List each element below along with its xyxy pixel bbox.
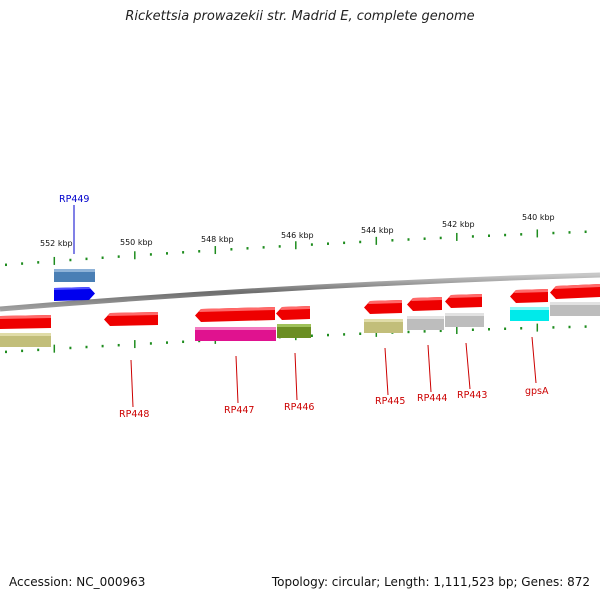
- lower-tick-ruler: [5, 323, 587, 354]
- tick-label-550: 550 kbp: [120, 238, 153, 247]
- tick-label-546: 546 kbp: [281, 231, 314, 240]
- tick-label-540: 540 kbp: [522, 213, 555, 222]
- cog-box-rp449: [54, 269, 95, 282]
- upper-tick-ruler: [5, 229, 587, 267]
- cog-box-rp446: [277, 324, 311, 338]
- tick-label-552: 552 kbp: [40, 239, 73, 248]
- genome-backbone: [0, 272, 600, 312]
- gene-label-rp445: RP445: [375, 396, 405, 407]
- map-title: Rickettsia prowazekii str. Madrid E, com…: [125, 9, 475, 24]
- tick-label-544: 544 kbp: [361, 226, 394, 235]
- cog-box-rp447: [195, 327, 276, 341]
- genome-summary-text: Topology: circular; Length: 1,111,523 bp…: [271, 575, 590, 589]
- gene-labels: RP449 RP448 RP447 RP446 RP445 RP444 RP44…: [59, 194, 549, 420]
- cog-box-left-edge: [0, 333, 51, 347]
- cog-box-right-edge: [550, 302, 600, 316]
- gene-label-rp446: RP446: [284, 402, 314, 413]
- tick-label-542: 542 kbp: [442, 220, 475, 229]
- gene-label-gpsa: gpsA: [525, 386, 549, 397]
- cog-box-rp443: [445, 313, 484, 327]
- cog-box-rp444: [407, 316, 444, 330]
- gene-features: [0, 269, 600, 347]
- gene-label-rp449: RP449: [59, 194, 89, 205]
- gene-arrow-rp449: [54, 287, 95, 301]
- gene-label-rp444: RP444: [417, 393, 447, 404]
- gene-label-rp443: RP443: [457, 390, 487, 401]
- gene-label-rp447: RP447: [224, 405, 254, 416]
- gene-label-rp448: RP448: [119, 409, 149, 420]
- tick-labels: 552 kbp 550 kbp 548 kbp 546 kbp 544 kbp …: [40, 213, 555, 248]
- gene-leader-lines: [73, 205, 537, 408]
- cog-box-rp445: [364, 319, 403, 333]
- cog-box-gpsa: [510, 307, 549, 321]
- accession-text: Accession: NC_000963: [9, 575, 146, 589]
- tick-label-548: 548 kbp: [201, 235, 234, 244]
